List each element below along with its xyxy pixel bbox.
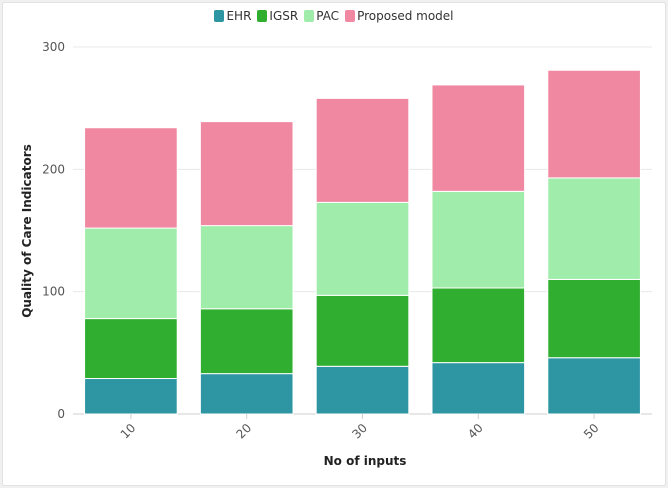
legend-swatch-igsr	[257, 10, 268, 22]
legend-item-ehr[interactable]: EHR	[214, 9, 251, 23]
bar-segment-igsr-10[interactable]	[84, 318, 178, 380]
bar-segment-ehr-40[interactable]	[431, 362, 526, 415]
bar-segment-pac-40[interactable]	[431, 190, 526, 289]
y-tick-label: 0	[57, 407, 65, 421]
x-tick-label: 30	[349, 421, 370, 442]
legend-item-proposed-model[interactable]: Proposed model	[345, 9, 454, 23]
x-tick-label: 20	[234, 421, 255, 442]
bar-segment-igsr-40[interactable]	[431, 287, 526, 364]
bar-stacks	[84, 69, 641, 415]
legend-item-igsr[interactable]: IGSR	[257, 9, 298, 23]
legend-swatch-pac	[304, 10, 315, 22]
x-tick-label: 50	[581, 421, 602, 442]
y-tick-label: 100	[42, 285, 65, 299]
bar-segment-proposed-model-10[interactable]	[84, 127, 178, 229]
bar-segment-igsr-20[interactable]	[199, 308, 294, 375]
chart-legend: EHR IGSR PAC Proposed model	[0, 9, 668, 23]
bar-segment-pac-50[interactable]	[547, 177, 641, 280]
bar-segment-ehr-50[interactable]	[547, 357, 641, 415]
x-axis-ticks: 10 20 30 40 50	[118, 414, 602, 442]
bar-segment-pac-20[interactable]	[199, 225, 294, 310]
bar-segment-pac-10[interactable]	[84, 227, 178, 320]
bar-segment-ehr-30[interactable]	[315, 365, 410, 415]
bar-segment-proposed-model-40[interactable]	[431, 84, 526, 192]
legend-swatch-proposed-model	[345, 10, 356, 22]
bar-segment-proposed-model-50[interactable]	[547, 69, 641, 179]
y-axis-ticks: 0 100 200 300	[42, 40, 65, 421]
bar-segment-proposed-model-30[interactable]	[315, 97, 410, 203]
legend-swatch-ehr	[214, 10, 225, 22]
bar-segment-proposed-model-20[interactable]	[199, 121, 294, 227]
x-tick-label: 10	[118, 421, 139, 442]
y-tick-label: 300	[42, 40, 65, 54]
x-axis-title: No of inputs	[324, 454, 407, 468]
legend-label-igsr: IGSR	[269, 9, 299, 23]
legend-item-pac[interactable]: PAC	[304, 9, 339, 23]
bar-segment-ehr-10[interactable]	[84, 378, 178, 415]
y-axis-title: Quality of Care Indicators	[20, 144, 34, 318]
legend-label-ehr: EHR	[226, 9, 252, 23]
legend-label-pac: PAC	[316, 9, 340, 23]
bar-segment-igsr-50[interactable]	[547, 278, 641, 359]
y-tick-label: 200	[42, 162, 65, 176]
legend-label-proposed-model: Proposed model	[357, 9, 454, 23]
bar-segment-pac-30[interactable]	[315, 201, 410, 296]
x-tick-label: 40	[465, 421, 486, 442]
bar-segment-igsr-30[interactable]	[315, 294, 410, 367]
bar-segment-ehr-20[interactable]	[199, 373, 294, 415]
